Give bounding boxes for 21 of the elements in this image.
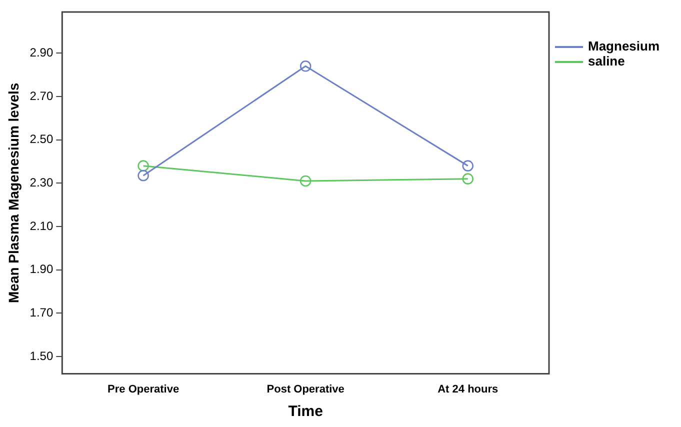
legend-label: saline — [588, 54, 625, 69]
x-tick-label: At 24 hours — [438, 383, 498, 396]
point — [138, 170, 149, 182]
y-tick-label: 2.30 — [30, 175, 54, 190]
point — [462, 160, 474, 172]
legend-label: Magnesium — [588, 38, 660, 54]
y-tick-label: 2.90 — [30, 45, 54, 60]
point — [138, 160, 149, 172]
point — [300, 175, 312, 187]
y-tick-label: 1.70 — [30, 305, 54, 320]
y-tick-label: 2.50 — [30, 132, 54, 146]
x-axis-title: Time — [288, 403, 323, 420]
x-tick-label: Post Operative — [266, 383, 344, 396]
y-tick-label: 1.50 — [30, 348, 54, 363]
y-tick-label: 2.10 — [30, 218, 54, 233]
point — [300, 60, 312, 72]
point — [462, 173, 474, 184]
y-axis-title: Mean Plasma Magenesium levels — [5, 82, 22, 304]
y-tick-label: 1.90 — [30, 262, 54, 276]
y-tick-label: 2.70 — [30, 88, 54, 103]
x-tick-label: Pre Operative — [108, 383, 180, 396]
